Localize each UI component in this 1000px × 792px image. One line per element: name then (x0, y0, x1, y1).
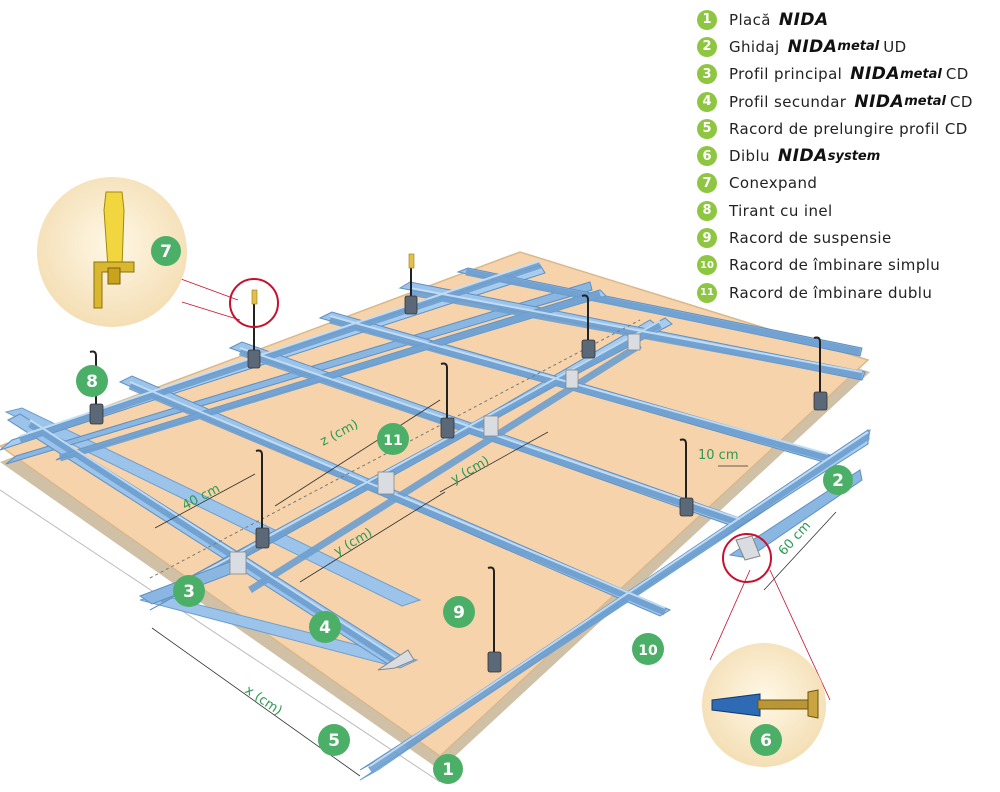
legend-text: Racord de îmbinare dublu (729, 283, 933, 302)
callout-6: 6 (750, 724, 782, 756)
brand-logo: NIDA (777, 146, 828, 167)
legend-item: 3 Profil principal NIDA metal CD (697, 61, 997, 88)
svg-text:8: 8 (86, 372, 98, 392)
legend-text: Racord de suspensie (729, 229, 892, 248)
legend-text: Conexpand (729, 174, 818, 193)
legend-text: Placă (729, 10, 771, 29)
callout-1: 1 (433, 754, 463, 784)
hanger-clips (89, 295, 828, 673)
legend-suffix: CD (945, 65, 969, 84)
legend-number-badge: 11 (697, 282, 717, 303)
legend: 1 Placă NIDA 2 Ghidaj NIDA metal UD 3 Profil prin… (697, 6, 997, 306)
legend-item: 7 Conexpand (697, 170, 997, 197)
legend-item: 1 Placă NIDA (697, 6, 997, 33)
svg-text:3: 3 (183, 582, 195, 602)
highlight-circle-diblu (722, 533, 772, 583)
brand-subline: metal (900, 66, 942, 82)
detail-bubble-diblu (702, 643, 826, 767)
legend-number-badge: 2 (697, 36, 717, 57)
highlight-circle-conexpand (229, 278, 279, 328)
callout-7: 7 (151, 236, 181, 266)
svg-text:7: 7 (160, 242, 172, 262)
hangers (89, 265, 821, 660)
legend-number-badge: 9 (697, 228, 717, 249)
connectors (229, 333, 641, 575)
svg-text:2: 2 (832, 471, 844, 491)
legend-number-badge: 8 (697, 200, 717, 221)
brand-subline: system (827, 148, 881, 164)
brand-subline: metal (904, 94, 947, 110)
legend-text: Profil principal (729, 65, 843, 84)
svg-text:9: 9 (453, 603, 465, 623)
brand-logo: NIDA (787, 36, 838, 57)
svg-text:6: 6 (760, 731, 772, 751)
anchors-top (251, 253, 415, 305)
legend-suffix: UD (883, 37, 907, 56)
callout-10: 10 (632, 633, 664, 665)
legend-text: Diblu (729, 147, 770, 166)
callout-11: 11 (377, 423, 409, 455)
callout-4: 4 (309, 611, 341, 643)
legend-number-badge: 5 (697, 118, 717, 139)
callout-5: 5 (318, 724, 350, 756)
callout-badges: 1 2 3 4 5 6 7 8 (76, 236, 853, 784)
dim-x: x (cm) (242, 683, 285, 719)
legend-number-badge: 10 (697, 255, 717, 276)
callout-9: 9 (443, 596, 475, 628)
legend-item: 8 Tirant cu inel (697, 197, 997, 224)
legend-text: Racord de prelungire profil CD (729, 119, 968, 138)
svg-text:4: 4 (319, 618, 331, 638)
callout-8: 8 (76, 365, 108, 397)
detail-bubble-conexpand (37, 177, 187, 327)
legend-item: 5 Racord de prelungire profil CD (697, 115, 997, 142)
legend-number-badge: 6 (697, 146, 717, 167)
legend-text: Ghidaj (729, 37, 780, 56)
legend-text: Racord de îmbinare simplu (729, 256, 941, 275)
brand-logo: NIDA (854, 91, 905, 112)
callout-2: 2 (823, 465, 853, 495)
legend-item: 10 Racord de îmbinare simplu (697, 252, 997, 279)
callout-3: 3 (173, 575, 205, 607)
svg-text:5: 5 (328, 731, 340, 751)
legend-item: 2 Ghidaj NIDA metal UD (697, 33, 997, 60)
brand-logo: NIDA (778, 9, 829, 30)
brand-subline: metal (837, 39, 880, 55)
legend-number-badge: 3 (697, 64, 717, 85)
svg-text:1: 1 (442, 760, 454, 780)
svg-text:10: 10 (638, 643, 658, 659)
legend-item: 9 Racord de suspensie (697, 224, 997, 251)
legend-item: 4 Profil secundar NIDA metal CD (697, 88, 997, 115)
legend-number-badge: 4 (697, 91, 717, 112)
brand-logo: NIDA (850, 64, 901, 85)
legend-item: 6 Diblu NIDA system (697, 142, 997, 169)
legend-number-badge: 1 (697, 9, 717, 30)
legend-suffix: CD (950, 92, 973, 111)
dim-10: 10 cm (698, 448, 739, 463)
legend-text: Profil secundar (729, 92, 847, 111)
grid-lines (18, 261, 870, 773)
legend-text: Tirant cu inel (729, 201, 833, 220)
legend-number-badge: 7 (697, 173, 717, 194)
legend-item: 11 Racord de îmbinare dublu (697, 279, 997, 306)
svg-text:11: 11 (383, 433, 402, 449)
